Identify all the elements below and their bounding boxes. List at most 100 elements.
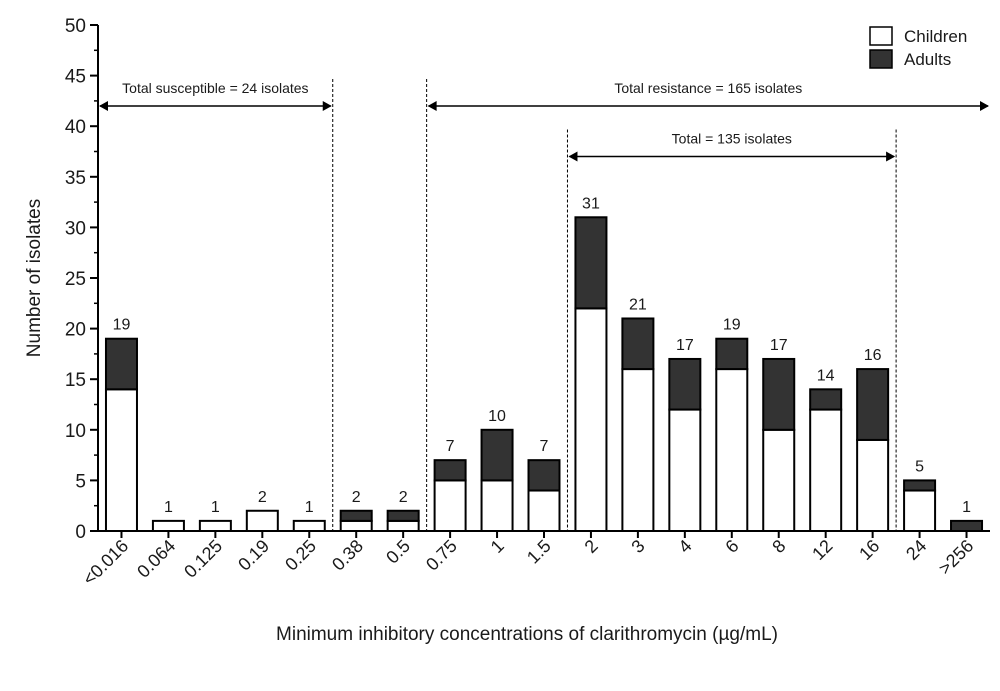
bar-total-label-11: 21 [629, 296, 647, 313]
y-tick-label: 35 [65, 168, 86, 189]
x-tick-label: 8 [768, 536, 789, 557]
legend-swatch-adults [869, 49, 893, 69]
bar-children-3 [245, 509, 279, 533]
y-tick-label: 5 [75, 471, 86, 492]
x-tick-label: 6 [721, 536, 742, 557]
bar-total-label-3: 2 [258, 489, 267, 506]
bar-total-label-14: 17 [770, 337, 788, 354]
bar-children-8 [480, 479, 514, 532]
bar-total-label-13: 19 [723, 317, 741, 334]
bar-adults-9 [527, 459, 561, 492]
x-tick-label: 12 [808, 536, 836, 564]
bar-adults-11 [621, 317, 655, 371]
bar-total-label-9: 7 [540, 438, 549, 455]
y-tick-label: 30 [65, 218, 86, 239]
legend-swatch-children [869, 26, 893, 46]
bar-total-label-12: 17 [676, 337, 694, 354]
bar-adults-16 [856, 368, 890, 441]
annotation-arrowhead-left [99, 100, 108, 111]
x-tick-label: 0.064 [133, 536, 179, 582]
x-tick-label: 16 [855, 536, 883, 564]
annotation-arrowhead-right [980, 100, 989, 111]
y-axis: 0 5 10 15 20 25 30 35 40 45 50 [65, 16, 99, 543]
y-tick-label: 0 [75, 522, 86, 543]
bar-children-12 [668, 408, 702, 532]
bar-adults-15 [809, 388, 843, 411]
x-tick-label: 2 [581, 536, 602, 557]
x-tick-label: 0.38 [328, 536, 367, 575]
bar-total-label-8: 10 [488, 408, 506, 425]
bar-total-label-4: 1 [305, 499, 314, 516]
y-tick-label: 15 [65, 370, 86, 391]
bar-adults-10 [574, 216, 608, 310]
annotation-label-1: Total resistance = 165 isolates [614, 80, 802, 96]
bar-adults-0 [104, 337, 138, 391]
bar-children-2 [198, 519, 232, 533]
bar-total-label-7: 7 [446, 438, 455, 455]
bar-total-label-0: 19 [113, 317, 131, 334]
x-tick-label: 1 [487, 536, 508, 557]
bar-children-10 [574, 307, 608, 532]
annotation-arrowhead-left [427, 100, 437, 111]
annotation-arrowhead-right [322, 100, 332, 111]
bar-children-14 [762, 428, 796, 532]
bar-adults-17 [903, 479, 937, 492]
annotation-label-0: Total susceptible = 24 isolates [122, 80, 308, 96]
legend: Children Adults [869, 26, 967, 69]
legend-label-adults: Adults [904, 50, 951, 69]
annotation-arrowhead-left [568, 151, 578, 162]
bar-total-label-17: 5 [915, 458, 924, 475]
bar-children-15 [809, 408, 843, 532]
y-tick-label: 10 [65, 421, 86, 442]
x-tick-label: 4 [674, 536, 695, 557]
x-tick-label: >256 [935, 536, 978, 579]
x-tick-label: 0.75 [422, 536, 461, 575]
annotation-label-2: Total = 135 isolates [672, 131, 792, 147]
bar-total-label-18: 1 [962, 499, 971, 516]
bar-children-1 [151, 519, 185, 533]
bar-total-label-5: 2 [352, 489, 361, 506]
y-tick-label: 40 [65, 117, 86, 138]
bar-children-17 [903, 489, 937, 532]
x-tick-label: 0.125 [180, 536, 226, 582]
x-tick-label: 0.5 [382, 536, 414, 568]
bar-total-label-6: 2 [399, 489, 408, 506]
annotation-arrowhead-right [886, 151, 896, 162]
x-tick-label: 24 [902, 536, 930, 564]
bar-children-13 [715, 368, 749, 532]
y-tick-label: 45 [65, 67, 86, 88]
bar-children-4 [292, 519, 326, 533]
bar-total-label-1: 1 [164, 499, 173, 516]
bar-adults-6 [386, 509, 420, 522]
bar-children-9 [527, 489, 561, 532]
bar-adults-8 [480, 428, 514, 482]
y-axis-title: Number of isolates [24, 199, 45, 357]
bar-adults-13 [715, 337, 749, 371]
y-tick-label: 20 [65, 320, 86, 341]
bars [104, 216, 984, 533]
x-tick-label: 0.25 [281, 536, 320, 575]
bar-total-label-15: 14 [817, 367, 835, 384]
y-tick-label: 50 [65, 16, 86, 37]
x-tick-label: 0.19 [234, 536, 273, 575]
x-tick-label: 1.5 [523, 536, 555, 568]
bar-adults-5 [339, 509, 373, 522]
bar-children-16 [856, 438, 890, 533]
bar-total-label-10: 31 [582, 195, 600, 212]
x-tick-label: <0.016 [79, 536, 132, 589]
bar-children-0 [104, 388, 138, 532]
legend-label-children: Children [904, 27, 967, 46]
bar-adults-14 [762, 357, 796, 431]
bar-adults-7 [433, 459, 467, 482]
bar-adults-12 [668, 357, 702, 411]
x-tick-label: 3 [627, 536, 648, 557]
bar-children-5 [339, 519, 373, 533]
bar-total-label-16: 16 [864, 347, 882, 364]
bar-children-7 [433, 479, 467, 532]
bar-total-label-2: 1 [211, 499, 220, 516]
x-axis: <0.016 0.064 0.125 0.19 0.25 0.38 0.5 0.75 1 1.5 2… [79, 530, 990, 589]
x-axis-title: Minimum inhibitory concentrations of cla… [276, 624, 778, 645]
bar-children-11 [621, 368, 655, 532]
